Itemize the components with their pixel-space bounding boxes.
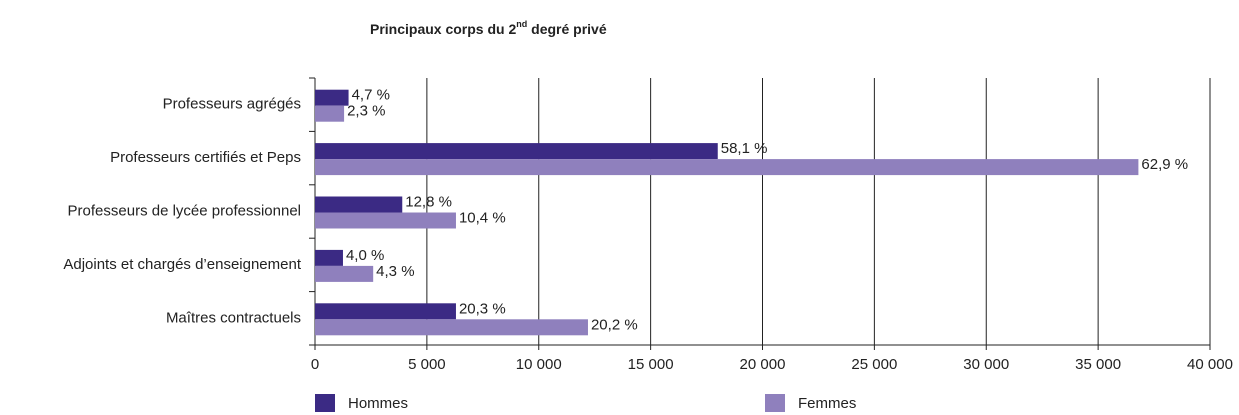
x-tick-label: 35 000 [1075, 356, 1121, 373]
data-label: 4,0 % [346, 247, 384, 264]
legend-swatch [765, 394, 785, 412]
x-tick-label: 25 000 [851, 356, 897, 373]
chart-title: Principaux corps du 2nd degré privé [370, 19, 607, 36]
y-tick-label: Maîtres contractuels [166, 309, 301, 326]
y-tick-label: Professeurs de lycée professionnel [68, 202, 301, 219]
y-tick-label: Professeurs certifiés et Peps [110, 149, 301, 166]
y-tick-label: Professeurs agrégés [163, 96, 301, 113]
data-label: 58,1 % [721, 140, 768, 157]
bar [315, 159, 1139, 176]
data-label: 62,9 % [1141, 156, 1188, 173]
bar [315, 249, 343, 266]
x-tick-label: 0 [311, 356, 319, 373]
title-text: degré privé [527, 21, 607, 37]
data-label: 20,3 % [459, 300, 506, 317]
bar [315, 319, 588, 336]
data-label: 4,3 % [376, 263, 414, 280]
y-tick-label: Adjoints et chargés d’enseignement [63, 256, 301, 273]
data-label: 4,7 % [352, 87, 390, 104]
x-tick-label: 40 000 [1187, 356, 1233, 373]
bar [315, 105, 345, 122]
legend-swatch [315, 394, 335, 412]
x-tick-label: 30 000 [963, 356, 1009, 373]
data-label: 20,2 % [591, 316, 638, 333]
data-label: 10,4 % [459, 209, 506, 226]
bar [315, 143, 718, 160]
x-tick-label: 20 000 [740, 356, 786, 373]
x-tick-label: 15 000 [628, 356, 674, 373]
bar [315, 265, 374, 282]
bar [315, 196, 403, 213]
x-tick-label: 10 000 [516, 356, 562, 373]
title-text: Principaux corps du 2 [370, 21, 516, 37]
legend-label: Hommes [348, 395, 408, 412]
bar [315, 303, 456, 320]
bar [315, 212, 456, 229]
x-tick-label: 5 000 [408, 356, 446, 373]
bar [315, 89, 349, 106]
data-label: 12,8 % [405, 193, 452, 210]
data-label: 2,3 % [347, 103, 385, 120]
title-sup: nd [516, 19, 527, 29]
legend-label: Femmes [798, 395, 856, 412]
